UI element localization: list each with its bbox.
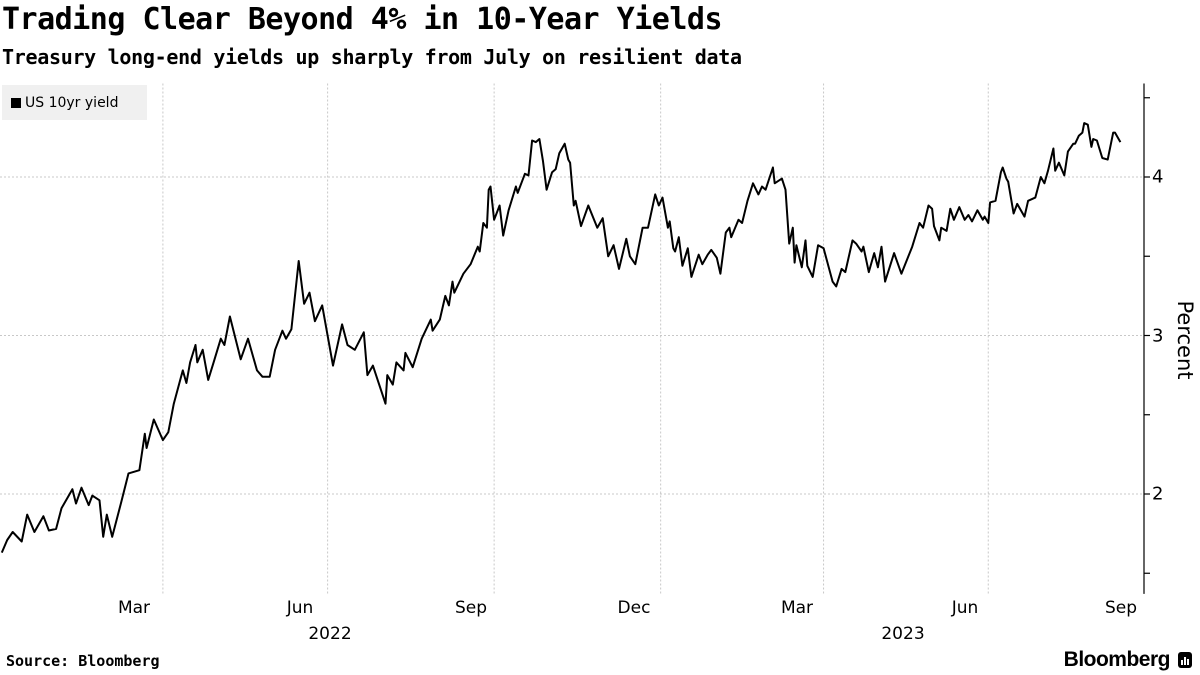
x-tick-label: Mar: [780, 598, 814, 618]
x-tick-label: Jun: [286, 598, 314, 618]
chart-title: Trading Clear Beyond 4% in 10-Year Yield…: [2, 2, 723, 37]
x-tick-label: Sep: [454, 598, 488, 618]
bloomberg-logo: Bloomberg: [1064, 648, 1192, 672]
source-note: Source: Bloomberg: [6, 652, 160, 670]
legend-label: US 10yr yield: [25, 94, 119, 111]
x-year-label: 2022: [308, 624, 352, 644]
bloomberg-chart-icon: [1178, 652, 1192, 668]
brand-name: Bloomberg: [1063, 648, 1171, 671]
legend-swatch: [11, 97, 21, 108]
y-tick-label: 4: [1152, 166, 1164, 188]
x-tick-label: Mar: [117, 598, 151, 618]
x-tick-label: Jun: [951, 598, 979, 618]
y-tick-label: 3: [1152, 325, 1164, 347]
y-axis-label: Percent: [1173, 300, 1197, 380]
chart-subtitle: Treasury long-end yields up sharply from…: [2, 45, 742, 69]
x-tick-label: Sep: [1104, 598, 1138, 618]
x-tick-label: Dec: [617, 598, 651, 618]
x-year-label: 2023: [881, 624, 925, 644]
y-tick-label: 2: [1152, 483, 1164, 505]
series-line-us-10yr-yield: [0, 122, 1122, 553]
legend: US 10yr yield: [2, 85, 147, 120]
